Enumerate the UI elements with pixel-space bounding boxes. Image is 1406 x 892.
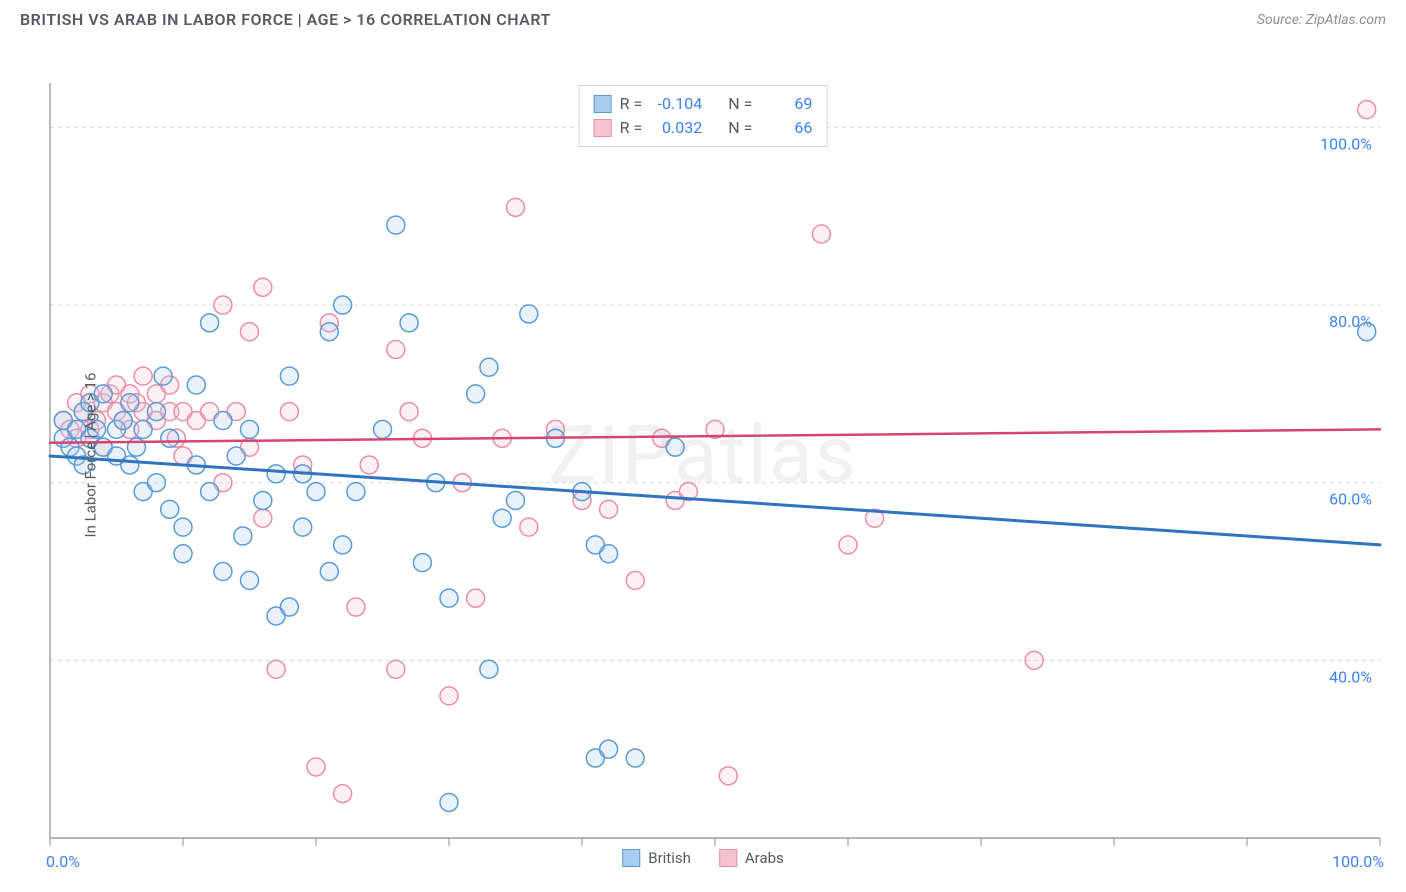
stat-n-arabs: 66 — [760, 116, 812, 140]
stat-r-arabs: 0.032 — [650, 116, 702, 140]
stat-n-label: N = — [728, 92, 752, 116]
swatch-british — [594, 95, 612, 113]
svg-text:60.0%: 60.0% — [1329, 490, 1372, 509]
x-axis-start-label: 0.0% — [46, 852, 80, 871]
stat-r-label: R = — [620, 92, 643, 116]
stat-n-label: N = — [728, 116, 752, 140]
chart-area: 40.0%60.0%80.0%100.0% ZIPatlas In Labor … — [0, 35, 1406, 875]
stats-row-british: R = -0.104 N = 69 — [594, 92, 813, 116]
stat-r-label: R = — [620, 116, 643, 140]
legend-label-arabs: Arabs — [745, 849, 784, 867]
stat-n-british: 69 — [760, 92, 812, 116]
y-axis-label: In Labor Force | Age > 16 — [81, 373, 99, 538]
legend-item-arabs: Arabs — [719, 849, 784, 867]
chart-title: BRITISH VS ARAB IN LABOR FORCE | AGE > 1… — [20, 10, 551, 29]
stat-r-british: -0.104 — [650, 92, 702, 116]
source-attribution: Source: ZipAtlas.com — [1257, 12, 1386, 28]
swatch-arabs — [594, 119, 612, 137]
legend: British Arabs — [622, 849, 784, 867]
x-axis-end-label: 100.0% — [1332, 852, 1384, 871]
legend-item-british: British — [622, 849, 691, 867]
svg-text:40.0%: 40.0% — [1329, 667, 1372, 686]
stats-row-arabs: R = 0.032 N = 66 — [594, 116, 813, 140]
legend-swatch-arabs — [719, 849, 737, 867]
correlation-stats-box: R = -0.104 N = 69 R = 0.032 N = 66 — [579, 85, 828, 147]
scatter-chart-svg: 40.0%60.0%80.0%100.0% — [0, 35, 1406, 875]
legend-swatch-british — [622, 849, 640, 867]
svg-text:100.0%: 100.0% — [1320, 134, 1372, 153]
legend-label-british: British — [648, 849, 691, 867]
